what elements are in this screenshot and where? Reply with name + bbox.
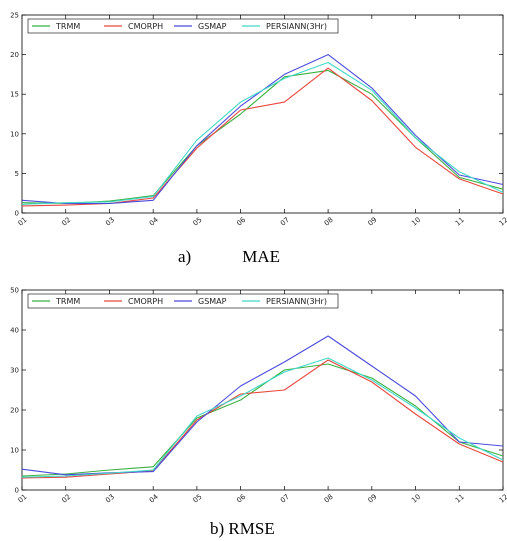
plot-frame bbox=[21, 289, 504, 491]
y-tick-label: 5 bbox=[15, 170, 19, 178]
x-tick-label: 11 bbox=[454, 493, 466, 505]
mae-caption: a) MAE bbox=[178, 247, 280, 266]
y-tick-label: 0 bbox=[15, 210, 19, 218]
legend-label-persiann-3hr: PERSIANN(3Hr) bbox=[266, 297, 327, 306]
x-tick-label: 04 bbox=[148, 215, 160, 227]
y-tick-label: 25 bbox=[10, 12, 19, 20]
legend-label-gsmap: GSMAP bbox=[198, 297, 227, 306]
x-tick-label: 03 bbox=[104, 216, 116, 228]
series-line-gsmap bbox=[21, 54, 504, 205]
x-tick-label: 03 bbox=[104, 493, 116, 505]
x-tick-label: 08 bbox=[323, 216, 335, 228]
plot-frame bbox=[21, 14, 504, 214]
x-tick-label: 01 bbox=[17, 216, 29, 228]
x-tick-label: 08 bbox=[323, 493, 335, 505]
y-tick-label: 40 bbox=[10, 327, 19, 335]
rmse-caption: b) RMSE bbox=[210, 519, 275, 538]
y-tick-label: 20 bbox=[10, 51, 19, 59]
x-tick-label: 02 bbox=[60, 493, 72, 505]
x-tick-label: 12 bbox=[498, 216, 507, 228]
legend-label-trmm: TRMM bbox=[55, 297, 80, 306]
x-tick-label: 02 bbox=[60, 216, 72, 228]
y-tick-label: 30 bbox=[10, 367, 19, 375]
y-tick-label: 10 bbox=[10, 130, 19, 138]
series-line-trmm bbox=[21, 363, 504, 477]
y-tick-label: 0 bbox=[15, 487, 19, 495]
series-line-gsmap bbox=[21, 335, 504, 476]
series-line-cmorph bbox=[21, 67, 504, 207]
y-tick-label: 10 bbox=[10, 447, 19, 455]
y-tick-label: 15 bbox=[10, 91, 19, 99]
x-tick-label: 09 bbox=[366, 493, 378, 505]
x-tick-label: 07 bbox=[279, 216, 291, 228]
legend: TRMM CMORPH GSMAP PERSIANN(3Hr) bbox=[27, 18, 339, 34]
x-tick-label: 07 bbox=[279, 493, 291, 505]
legend-label-cmorph: CMORPH bbox=[128, 22, 163, 31]
x-tick-label: 05 bbox=[192, 216, 204, 228]
x-tick-label: 10 bbox=[410, 216, 422, 228]
legend-label-cmorph: CMORPH bbox=[128, 297, 163, 306]
x-tick-label: 06 bbox=[235, 215, 247, 227]
x-tick-label: 04 bbox=[148, 492, 160, 504]
y-tick-label: 50 bbox=[10, 287, 19, 295]
legend: TRMM CMORPH GSMAP PERSIANN(3Hr) bbox=[27, 293, 339, 309]
x-tick-label: 11 bbox=[454, 216, 466, 228]
x-tick-label: 05 bbox=[192, 493, 204, 505]
series-line-persiann-3hr bbox=[21, 357, 504, 478]
x-tick-label: 10 bbox=[410, 493, 422, 505]
legend-label-persiann-3hr: PERSIANN(3Hr) bbox=[266, 22, 327, 31]
x-tick-label: 09 bbox=[366, 216, 378, 228]
y-tick-label: 20 bbox=[10, 407, 19, 415]
x-tick-label: 01 bbox=[17, 493, 29, 505]
series-line-cmorph bbox=[21, 359, 504, 479]
legend-label-gsmap: GSMAP bbox=[198, 22, 227, 31]
x-tick-label: 12 bbox=[498, 493, 507, 505]
legend-label-trmm: TRMM bbox=[55, 22, 80, 31]
x-tick-label: 06 bbox=[235, 492, 247, 504]
series-line-persiann-3hr bbox=[21, 61, 504, 205]
rmse-chart: 0 10 20 30 40 50 01 02 03 04 05 06 07 08 09 10 11 12 TRMM C… bbox=[10, 287, 507, 505]
